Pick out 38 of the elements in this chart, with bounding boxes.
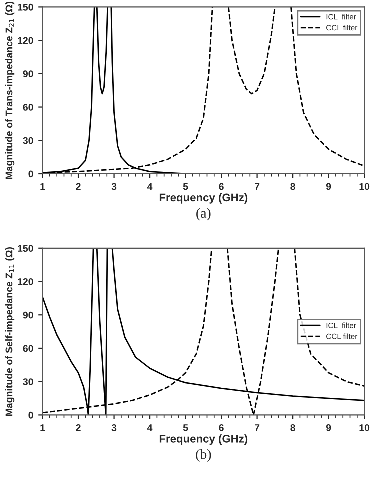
y-tick-label: 150 bbox=[18, 245, 34, 252]
y-tick-label: 120 bbox=[18, 37, 34, 44]
y-tick-label: 120 bbox=[18, 278, 34, 286]
x-tick-label: 8 bbox=[290, 424, 296, 432]
x-tick-label: 4 bbox=[147, 424, 153, 432]
x-tick-label: 6 bbox=[219, 424, 224, 432]
y-tick-label: 60 bbox=[23, 104, 34, 111]
x-tick-label: 7 bbox=[255, 183, 260, 190]
x-tick-label: 2 bbox=[76, 183, 81, 190]
x-tick-label: 5 bbox=[183, 424, 188, 432]
x-tick-label: 4 bbox=[147, 183, 153, 190]
y-tick-label: 90 bbox=[23, 70, 34, 78]
y-axis-title: Magnitude of Trans-impedance Z$_{21}$ (Ω) bbox=[6, 2, 15, 180]
text: (b) bbox=[196, 449, 212, 462]
x-tick-label: 7 bbox=[255, 424, 260, 432]
x-tick-label: 1 bbox=[40, 183, 46, 190]
x-tick-label: 8 bbox=[290, 183, 296, 190]
x-tick-label: 5 bbox=[183, 183, 188, 190]
y-axis-title: Magnitude of Self-impedance Z$_{11}$ (Ω) bbox=[6, 247, 15, 416]
y-tick-label: 0 bbox=[28, 412, 34, 419]
y-tick-label: 60 bbox=[23, 345, 34, 352]
x-axis-title: Frequency (GHz) bbox=[160, 193, 248, 204]
text: (a) bbox=[196, 208, 211, 221]
x-tick-label: 10 bbox=[360, 424, 370, 432]
x-tick-label: 9 bbox=[326, 424, 332, 432]
y-tick-label: 30 bbox=[23, 378, 34, 386]
x-tick-label: 10 bbox=[360, 183, 370, 190]
x-tick-label: 6 bbox=[219, 183, 224, 190]
y-tick-label: 150 bbox=[18, 4, 34, 11]
x-tick-label: 2 bbox=[76, 424, 81, 432]
x-tick-label: 1 bbox=[40, 424, 46, 432]
x-tick-label: 3 bbox=[112, 183, 117, 190]
y-tick-label: 90 bbox=[23, 312, 34, 319]
y-tick-label: 0 bbox=[28, 170, 34, 178]
y-tick-label: 30 bbox=[23, 137, 34, 144]
x-tick-label: 9 bbox=[326, 183, 332, 190]
x-axis-title: Frequency (GHz) bbox=[160, 434, 248, 446]
x-tick-label: 3 bbox=[112, 424, 117, 432]
